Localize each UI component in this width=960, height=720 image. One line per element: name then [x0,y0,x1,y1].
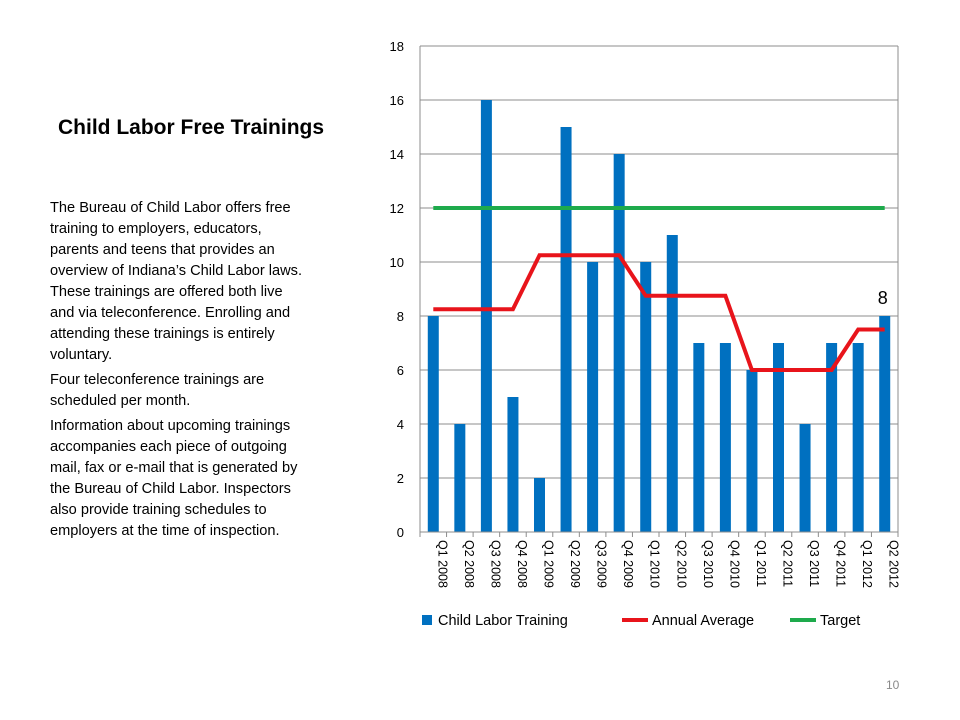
bar [613,154,625,532]
bar [640,262,652,532]
x-tick-label: Q1 2012 [860,540,874,588]
x-tick-label: Q4 2010 [727,540,741,588]
y-tick-label: 8 [397,309,404,324]
bar [454,424,466,532]
x-tick-label: Q2 2010 [674,540,688,588]
y-tick-label: 14 [390,147,404,162]
slide-title: Child Labor Free Trainings [58,116,325,139]
x-tick-label: Q1 2010 [648,540,662,588]
body-paragraph: The Bureau of Child Labor offers free tr… [50,200,303,363]
legend-swatch [422,615,432,625]
x-tick-label: Q1 2009 [542,540,556,588]
x-tick-label: Q4 2009 [621,540,635,588]
bar [773,343,784,532]
x-tick-label: Q2 2012 [887,540,901,588]
bar [534,478,545,532]
bar [693,343,705,532]
body-paragraph: Information about upcoming trainings acc… [50,418,298,539]
x-tick-label: Q4 2011 [834,540,848,587]
y-tick-label: 0 [397,525,404,540]
bar [852,343,864,532]
x-tick-label: Q1 2008 [435,540,449,588]
x-tick-label: Q2 2009 [568,540,582,588]
legend-label: Child Labor Training [438,613,568,629]
x-tick-label: Q1 2011 [754,540,768,587]
bar [746,370,758,532]
y-tick-label: 18 [390,39,404,54]
y-tick-label: 2 [397,471,404,486]
x-tick-label: Q3 2011 [807,540,821,587]
bar [560,127,572,532]
page-number: 10 [886,678,900,692]
bar [719,343,731,532]
y-tick-label: 6 [397,363,404,378]
data-label: 8 [878,288,888,308]
bar [666,235,678,532]
bar [587,262,599,532]
bar [879,316,891,532]
bar [427,316,439,532]
y-tick-label: 10 [390,255,404,270]
bar [826,343,838,532]
x-tick-label: Q2 2008 [462,540,476,588]
x-tick-label: Q4 2008 [515,540,529,588]
y-tick-label: 12 [390,201,404,216]
legend-label: Annual Average [652,613,754,629]
x-tick-label: Q3 2009 [595,540,609,588]
y-tick-label: 16 [390,93,404,108]
body-paragraph: Four teleconference trainings are schedu… [50,372,265,409]
series-line [433,253,885,372]
bar [480,100,492,532]
x-tick-label: Q3 2008 [488,540,502,588]
body-text: The Bureau of Child Labor offers free tr… [50,198,308,546]
bar [799,424,811,532]
legend-label: Target [820,613,860,629]
x-tick-label: Q2 2011 [781,540,795,587]
x-tick-label: Q3 2010 [701,540,715,588]
bar [507,397,519,532]
y-tick-label: 4 [397,417,404,432]
